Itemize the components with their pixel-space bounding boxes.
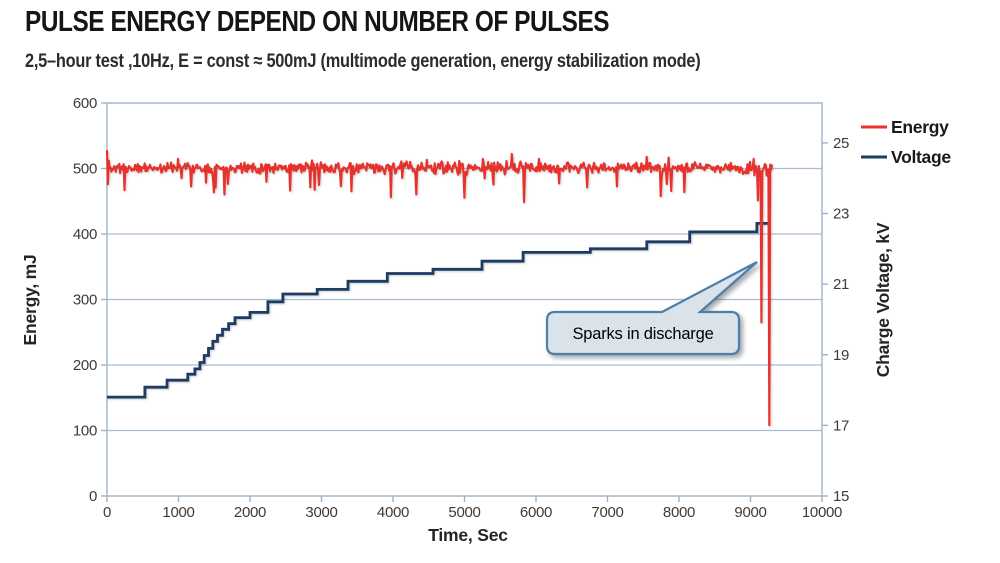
left-y-tick-label: 300 <box>73 292 97 309</box>
x-axis-title: Time, Sec <box>428 525 508 545</box>
x-tick-label: 7000 <box>591 504 623 521</box>
right-y-tick-label: 21 <box>833 276 849 293</box>
right-y-tick-label: 19 <box>833 347 849 364</box>
right-y-tick-label: 25 <box>833 135 849 152</box>
left-y-tick-label: 0 <box>89 488 97 505</box>
left-y-tick-label: 500 <box>73 161 97 178</box>
right-y-axis-title: Charge Voltage, kV <box>873 222 893 377</box>
x-tick-label: 0 <box>103 504 111 521</box>
right-y-tick-label: 15 <box>833 488 849 505</box>
right-y-tick-label: 23 <box>833 206 849 223</box>
x-tick-label: 1000 <box>162 504 194 521</box>
x-tick-label: 10000 <box>802 504 842 521</box>
x-tick-label: 3000 <box>305 504 337 521</box>
x-tick-label: 4000 <box>377 504 409 521</box>
page-subtitle: 2,5–hour test ,10Hz, E = const ≈ 500mJ (… <box>25 50 701 72</box>
x-tick-label: 8000 <box>663 504 695 521</box>
annotation-callout-text: Sparks in discharge <box>572 325 713 343</box>
axis-ticks <box>101 102 828 502</box>
left-y-tick-label: 200 <box>73 357 97 374</box>
annotation-callout-shape <box>545 261 758 356</box>
voltage-series <box>107 222 768 399</box>
left-y-axis-title: Energy, mJ <box>20 254 40 345</box>
page-title: PULSE ENERGY DEPEND ON NUMBER OF PULSES <box>25 6 610 38</box>
voltage-series-line <box>107 222 768 399</box>
legend-voltage-label: Voltage <box>891 147 951 167</box>
legend-energy-label: Energy <box>891 117 949 137</box>
x-tick-label: 2000 <box>234 504 266 521</box>
legend: Energy Voltage <box>861 117 952 167</box>
left-y-tick-label: 400 <box>73 226 97 243</box>
left-y-tick-label: 600 <box>73 95 97 112</box>
energy-series <box>105 150 774 427</box>
right-y-tick-label: 17 <box>833 417 849 434</box>
x-tick-label: 6000 <box>520 504 552 521</box>
x-tick-label: 9000 <box>734 504 766 521</box>
left-y-tick-label: 100 <box>73 423 97 440</box>
axis-tick-labels: 0 1000 2000 3000 4000 5000 6000 7000 8000 9000 100… <box>73 95 850 521</box>
energy-series-line <box>105 150 774 427</box>
x-tick-label: 5000 <box>448 504 480 521</box>
annotation-callout: Sparks in discharge <box>545 261 758 356</box>
